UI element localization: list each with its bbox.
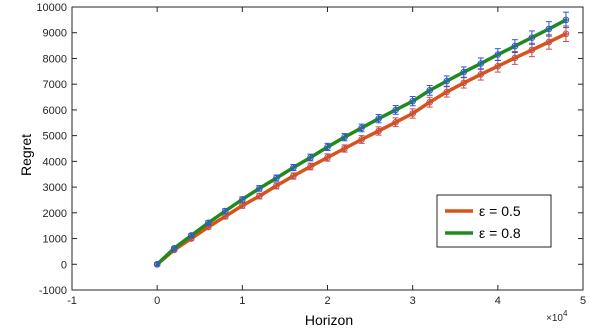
y-tick-label: 10000: [36, 2, 67, 14]
error-bar: [443, 86, 450, 98]
data-point: [460, 68, 468, 76]
y-axis-title: Regret: [18, 134, 34, 176]
axes-layer: [71, 6, 584, 291]
error-bar: [528, 30, 535, 45]
error-bar: [477, 57, 484, 70]
data-point: [358, 124, 365, 132]
data-point: [477, 60, 485, 67]
data-point: [307, 163, 314, 170]
data-point: [409, 97, 416, 105]
data-point: [477, 71, 485, 78]
data-point: [460, 79, 468, 87]
data-point: [494, 51, 502, 58]
y-tick-label: 5000: [43, 131, 67, 143]
legend-label-1: ε = 0.8: [479, 225, 521, 241]
data-point: [392, 106, 399, 114]
x-exponent-power: 4: [563, 309, 568, 318]
y-tick-label: 2000: [43, 208, 67, 220]
data-point: [324, 143, 331, 151]
data-point: [562, 16, 570, 24]
legend-box: [436, 194, 552, 248]
data-point: [256, 185, 263, 192]
y-tick-label: 4000: [43, 156, 67, 168]
x-exponent-label: ×104: [546, 309, 568, 324]
y-tick-label: 8000: [43, 53, 67, 65]
x-axis-title: Horizon: [305, 312, 353, 328]
data-point: [341, 145, 348, 152]
x-tick-label: 5: [580, 295, 586, 307]
y-tick-label: 0: [61, 259, 67, 271]
y-tick-labels: -1000 0 1000 2000 3000 4000 5000 6000 7000 8000 90…: [36, 2, 67, 297]
data-point: [426, 98, 434, 106]
data-point: [494, 62, 502, 70]
data-point: [392, 118, 399, 126]
series-layer: [153, 11, 570, 268]
data-point: [562, 30, 570, 38]
error-bar: [494, 48, 501, 62]
error-bar: [545, 21, 552, 37]
data-point: [375, 127, 382, 135]
error-bar: [307, 153, 314, 162]
legend-label-0: ε = 0.5: [479, 203, 521, 219]
data-point: [358, 136, 365, 143]
data-point: [341, 133, 348, 141]
data-point: [426, 87, 434, 94]
data-point: [528, 46, 536, 54]
error-bar: [460, 66, 467, 78]
data-point: [307, 154, 314, 161]
y-tick-label: -1000: [39, 285, 67, 297]
x-tick-label: 4: [495, 295, 501, 307]
y-tick-label: 6000: [43, 105, 67, 117]
y-tick-label: 1000: [43, 234, 67, 246]
data-point: [273, 182, 280, 190]
legend: ε = 0.5 ε = 0.8: [436, 194, 552, 248]
data-point: [511, 54, 519, 62]
y-tick-label: 7000: [43, 79, 67, 91]
x-tick-label: 0: [154, 295, 160, 307]
data-point: [222, 207, 229, 215]
x-tick-labels: -1 0 1 2 3 4 5: [67, 295, 586, 307]
data-point: [290, 164, 297, 171]
data-point: [170, 245, 178, 252]
data-point: [204, 219, 212, 227]
error-bar: [307, 162, 314, 171]
x-tick-label: 3: [410, 295, 416, 307]
data-point: [256, 192, 263, 200]
data-point: [545, 38, 553, 46]
error-bar: [443, 75, 450, 87]
data-point: [187, 232, 195, 239]
data-point: [443, 88, 451, 96]
data-point: [375, 115, 382, 122]
data-point: [511, 42, 519, 50]
y-tick-label: 3000: [43, 182, 67, 194]
data-point: [409, 110, 416, 117]
data-point: [443, 77, 451, 85]
data-point: [273, 174, 280, 182]
y-tick-label: 9000: [43, 28, 67, 40]
error-bar: [511, 39, 518, 54]
data-point: [290, 172, 297, 180]
data-point: [239, 202, 246, 209]
error-bar: [460, 77, 467, 89]
data-point: [324, 154, 331, 161]
x-tick-label: -1: [67, 295, 77, 307]
svg-text:×104: ×104: [546, 309, 568, 324]
x-tick-label: 2: [324, 295, 330, 307]
plot-area: [71, 6, 584, 291]
data-point: [545, 25, 553, 33]
error-bar: [562, 11, 569, 29]
x-exponent-base: ×10: [546, 313, 563, 324]
x-tick-label: 1: [239, 295, 245, 307]
data-point: [239, 196, 246, 203]
data-point: [153, 260, 161, 268]
data-point: [528, 34, 536, 41]
